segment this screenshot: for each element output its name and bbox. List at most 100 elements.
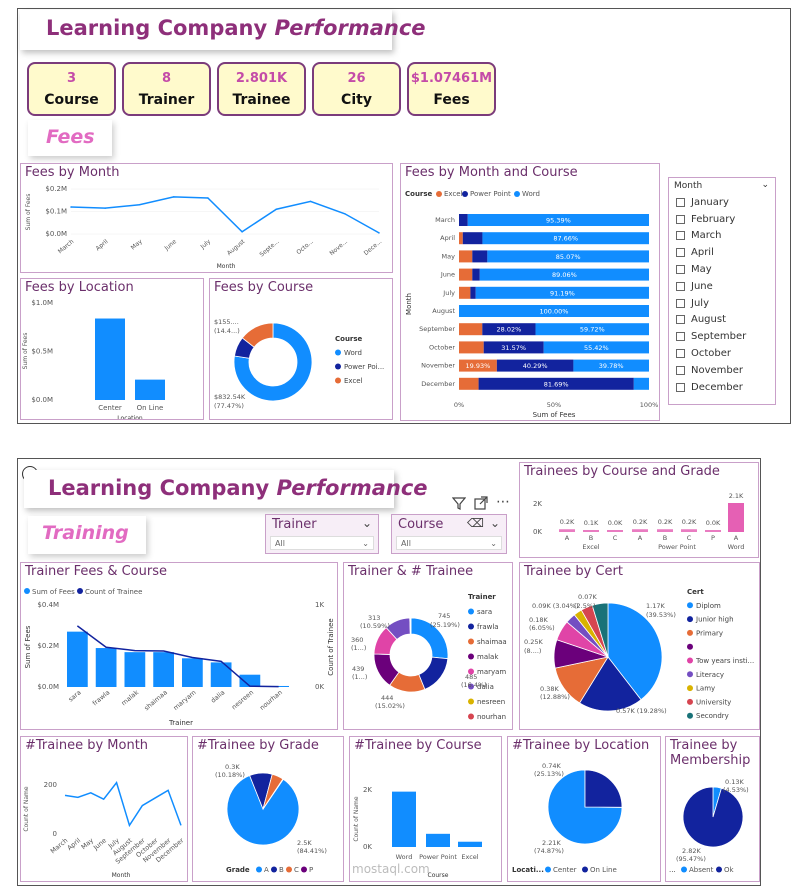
tg-legend-dot <box>301 866 307 873</box>
fmc-ytick: April <box>440 234 455 242</box>
fmc-bar-segment <box>483 341 544 354</box>
month-slicer-item[interactable]: April <box>669 244 775 261</box>
month-slicer-item[interactable]: December <box>669 379 775 396</box>
fees-by-month-panel[interactable]: Fees by Month $0.2M $0.1M $0.0M Sum of Fees… <box>20 163 393 273</box>
trainee-course-panel[interactable]: #Trainee by Course 2K 0K Count of Name Word… <box>349 736 502 882</box>
checkbox-icon[interactable] <box>676 281 685 291</box>
tcg-xtick: A <box>638 534 643 542</box>
fbm-point <box>104 207 107 209</box>
tg-data-label: 0.3K <box>225 763 240 771</box>
tcg-bar <box>657 529 673 532</box>
tl-data-label: 2.21K <box>542 839 561 847</box>
chevron-down-icon[interactable]: ⌄ <box>362 539 369 548</box>
fees-by-month-title: Fees by Month <box>25 165 120 180</box>
tcr-xlabel: Course <box>428 872 449 879</box>
trainee-grade-title: #Trainee by Grade <box>197 738 319 753</box>
trainee-location-panel[interactable]: #Trainee by Location 0.74K (25.13%) 2.21K(… <box>507 736 661 882</box>
course-slicer-select[interactable]: All ⌄ <box>396 536 502 550</box>
month-slicer-item[interactable]: June <box>669 278 775 295</box>
chevron-down-icon[interactable]: ⌄ <box>490 539 497 548</box>
trainer-slicer[interactable]: Trainer ⌄ All ⌄ <box>265 514 379 554</box>
month-slicer-item[interactable]: March <box>669 228 775 245</box>
filter-icon[interactable] <box>451 496 467 513</box>
month-slicer-item[interactable]: July <box>669 295 775 312</box>
tcg-bar-label: 0.2K <box>633 518 648 526</box>
fmc-legend-item: Power Point <box>470 190 511 198</box>
fees-by-location-panel[interactable]: Fees by Location $1.0M $0.5M $0.0M Sum of F… <box>20 278 204 420</box>
month-slicer-item[interactable]: September <box>669 328 775 345</box>
expand-icon[interactable] <box>474 496 488 513</box>
fmc-bar-label: 31.57% <box>501 344 526 352</box>
tfc-bar <box>95 648 117 687</box>
checkbox-icon[interactable] <box>676 231 685 241</box>
fbm-xtick: Octo... <box>295 238 315 256</box>
fbl-ytick: $0.5M <box>31 348 53 356</box>
checkbox-icon[interactable] <box>676 365 685 375</box>
fmc-bar-label: 40.29% <box>523 362 548 370</box>
fmc-bar-segment <box>496 359 574 372</box>
checkbox-icon[interactable] <box>676 315 685 325</box>
month-slicer-item[interactable]: August <box>669 312 775 329</box>
chevron-down-icon[interactable]: ⌄ <box>361 516 372 530</box>
fmc-bar-segment <box>459 268 473 281</box>
chevron-down-icon[interactable]: ⌄ <box>489 516 500 530</box>
month-slicer-item[interactable]: February <box>669 211 775 228</box>
fbm-xtick: June <box>163 238 179 253</box>
fees-by-course-panel[interactable]: Fees by Course Course Word Power Poi... Exc… <box>209 278 393 420</box>
checkbox-icon[interactable] <box>676 265 685 275</box>
tt-legend-item: frawla <box>477 623 499 631</box>
checkbox-icon[interactable] <box>676 349 685 359</box>
kpi-value: 8 <box>161 71 172 86</box>
trainer-fees-course-panel[interactable]: Trainer Fees & Course Sum of Fees Count o… <box>20 562 338 730</box>
more-options-icon[interactable]: ⋯ <box>496 494 510 510</box>
kpi-card: 26 City <box>312 62 401 116</box>
checkbox-icon[interactable] <box>676 248 685 258</box>
checkbox-icon[interactable] <box>676 382 685 392</box>
fmc-bar-segment <box>472 268 480 281</box>
fees-month-course-panel[interactable]: Fees by Month and Course Course Excel Powe… <box>400 163 660 421</box>
tt-legend-dot <box>468 623 474 630</box>
course-slicer[interactable]: Course ⌫ ⌄ All ⌄ <box>391 514 507 554</box>
trainee-cert-panel[interactable]: Trainee by Cert Cert Diplom Junior high Pri… <box>519 562 760 730</box>
trainee-membership-panel[interactable]: Trainee by Membership 0.13K (4.53%) 2.82K(… <box>665 736 760 882</box>
checkbox-icon[interactable] <box>676 197 685 207</box>
eraser-icon[interactable]: ⌫ <box>467 516 484 530</box>
month-slicer-item-label: January <box>691 196 729 208</box>
trainees-course-grade-panel[interactable]: Trainees by Course and Grade 2K 0K 0.2K A 0.… <box>519 462 759 558</box>
checkbox-icon[interactable] <box>676 298 685 308</box>
tc-data-label: (2.5%) <box>574 602 596 610</box>
tcg-bar <box>728 503 744 532</box>
checkbox-icon[interactable] <box>676 332 685 342</box>
fbc-label: $832.54K <box>214 393 246 401</box>
month-slicer-item[interactable]: May <box>669 261 775 278</box>
checkbox-icon[interactable] <box>676 214 685 224</box>
tcr-xtick: Excel <box>461 853 478 861</box>
fbm-xlabel: Month <box>217 263 236 270</box>
trainee-grade-panel[interactable]: #Trainee by Grade 0.3K (10.18%) 2.5K (84.41… <box>192 736 344 882</box>
fbm-xtick: March <box>57 238 76 255</box>
tcg-xtick: P <box>711 534 715 542</box>
trainee-month-panel[interactable]: #Trainee by Month 200 0 Count of Name March… <box>20 736 188 882</box>
trainees-course-grade-chart: 2K 0K 0.2K A 0.1K B 0.0K C 0.2K A 0.2K B 0.2K C 0.0K P 2… <box>533 492 744 551</box>
month-slicer-item[interactable]: January <box>669 194 775 211</box>
tfc-ylabel-left: Sum of Fees <box>24 625 32 668</box>
tfc-xtick: malak <box>120 688 141 707</box>
tc-data-label: 0.57K (19.28%) <box>616 707 667 715</box>
chevron-down-icon[interactable]: ⌄ <box>761 180 769 190</box>
tt-legend-item: malak <box>477 653 499 661</box>
tc-data-label: 0.07K <box>578 593 597 601</box>
trainer-trainee-panel[interactable]: Trainer & # Trainee Trainer sara frawla sha… <box>343 562 513 730</box>
tcg-ytick: 2K <box>533 500 542 508</box>
trainer-slicer-select[interactable]: All ⌄ <box>270 536 374 550</box>
month-slicer-item-label: May <box>691 264 712 276</box>
fbc-slice <box>241 322 274 348</box>
tt-data-label: 745 <box>438 612 450 620</box>
tt-legend-dot <box>468 638 474 645</box>
tfc-ytick-left: $0.4M <box>37 601 59 609</box>
month-slicer-item[interactable]: October <box>669 345 775 362</box>
month-slicer-item[interactable]: November <box>669 362 775 379</box>
fbm-ytick: $0.1M <box>45 208 67 216</box>
month-slicer-header[interactable]: Month ⌄ <box>669 178 775 194</box>
tcg-bar-label: 0.0K <box>608 519 623 527</box>
tfc-ylabel-right: Count of Trainee <box>327 618 335 675</box>
